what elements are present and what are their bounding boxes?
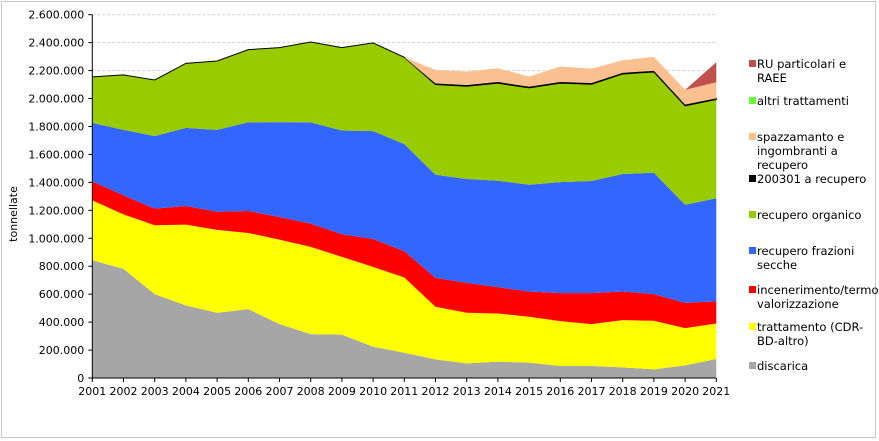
x-tick-label: 2008 xyxy=(297,385,325,398)
legend-label: recupero organico xyxy=(757,208,862,222)
legend-swatch xyxy=(749,211,756,218)
legend-item: trattamento (CDR-BD-altro) xyxy=(749,320,879,348)
x-tick-label: 2005 xyxy=(203,385,231,398)
x-tick-label: 2019 xyxy=(640,385,668,398)
legend-item: RU particolari e RAEE xyxy=(749,57,879,85)
area-200301-a-recupero xyxy=(92,41,717,107)
legend-swatch xyxy=(749,323,756,330)
area-recupero-frazioni-secche xyxy=(92,122,717,303)
y-tick-label: 1.800.000 xyxy=(28,120,84,133)
y-tick-label: 200.000 xyxy=(39,344,85,357)
y-tick-label: 2.400.000 xyxy=(28,37,84,50)
x-tick-label: 2011 xyxy=(390,385,418,398)
legend-label: discarica xyxy=(757,359,809,373)
area-trattamento-cdr-bd-altro xyxy=(92,200,717,370)
y-tick-label: 1.400.000 xyxy=(28,176,84,189)
legend-swatch xyxy=(749,97,756,104)
y-tick-label: 1.000.000 xyxy=(28,232,84,245)
legend-item: recupero frazioni secche xyxy=(749,244,879,272)
legend-swatch xyxy=(749,175,756,182)
legend-label: spazzamanto e ingombranti a recupero xyxy=(757,130,845,172)
area-discarica xyxy=(92,260,717,378)
x-tick-label: 2016 xyxy=(546,385,574,398)
legend-swatch xyxy=(749,60,756,67)
x-tick-label: 2004 xyxy=(172,385,200,398)
y-tick-label: 600.000 xyxy=(39,288,85,301)
legend-label: altri trattamenti xyxy=(757,94,849,108)
axes xyxy=(88,14,717,382)
legend-item: incenerimento/termovalorizzazione xyxy=(749,283,879,311)
y-tick-label: 2.000.000 xyxy=(28,93,84,106)
x-tick-label: 2006 xyxy=(234,385,262,398)
x-tick-label: 2017 xyxy=(578,385,606,398)
x-tick-label: 2009 xyxy=(328,385,356,398)
legend-item: discarica xyxy=(749,359,879,373)
legend-label: RU particolari e RAEE xyxy=(757,57,847,85)
y-tick-label: 0 xyxy=(77,372,84,385)
x-tick-label: 2003 xyxy=(141,385,169,398)
y-axis-label: tonnellate xyxy=(7,186,20,242)
x-tick-label: 2002 xyxy=(110,385,138,398)
x-tick-label: 2020 xyxy=(671,385,699,398)
x-tick-label: 2015 xyxy=(515,385,543,398)
area-recupero-organico xyxy=(92,41,717,205)
area-incenerimento-termovalorizzazione xyxy=(92,181,717,329)
x-tick-label: 2018 xyxy=(609,385,637,398)
x-tick-label: 2014 xyxy=(484,385,512,398)
y-tick-label: 800.000 xyxy=(39,260,85,273)
x-tick-label: 2001 xyxy=(78,385,106,398)
x-tick-label: 2012 xyxy=(422,385,450,398)
x-tick-label: 2013 xyxy=(453,385,481,398)
area-spazzamanto-e-ingombranti-a-recupero xyxy=(92,41,717,105)
y-tick-label: 2.200.000 xyxy=(28,65,84,78)
y-tick-label: 1.200.000 xyxy=(28,204,84,217)
legend-swatch xyxy=(749,247,756,254)
x-tick-labels: 2001 2002 2003 2004 2005 2006 2007 2008 2009 2010… xyxy=(78,385,730,398)
x-tick-label: 2007 xyxy=(266,385,294,398)
legend-item: spazzamanto e ingombranti a recupero xyxy=(749,130,879,172)
legend-item: recupero organico xyxy=(749,208,879,222)
y-tick-label: 2.600.000 xyxy=(28,9,84,22)
legend-swatch xyxy=(749,362,756,369)
y-tick-label: 1.600.000 xyxy=(28,148,84,161)
x-tick-label: 2010 xyxy=(359,385,387,398)
area-series xyxy=(92,41,717,378)
legend-label: recupero frazioni secche xyxy=(757,244,855,272)
y-tick-labels: 0 200.000 400.000 600.000 800.000 1.000.000 1.… xyxy=(28,9,84,385)
y-tick-label: 400.000 xyxy=(39,316,85,329)
legend-swatch xyxy=(749,286,756,293)
legend-swatch xyxy=(749,133,756,140)
legend-label: trattamento (CDR-BD-altro) xyxy=(757,320,864,348)
x-tick-label: 2021 xyxy=(702,385,730,398)
legend-label: 200301 a recupero xyxy=(757,172,867,186)
legend-label: incenerimento/termovalorizzazione xyxy=(757,283,879,311)
legend-item: 200301 a recupero xyxy=(749,172,879,186)
legend-item: altri trattamenti xyxy=(749,94,879,108)
